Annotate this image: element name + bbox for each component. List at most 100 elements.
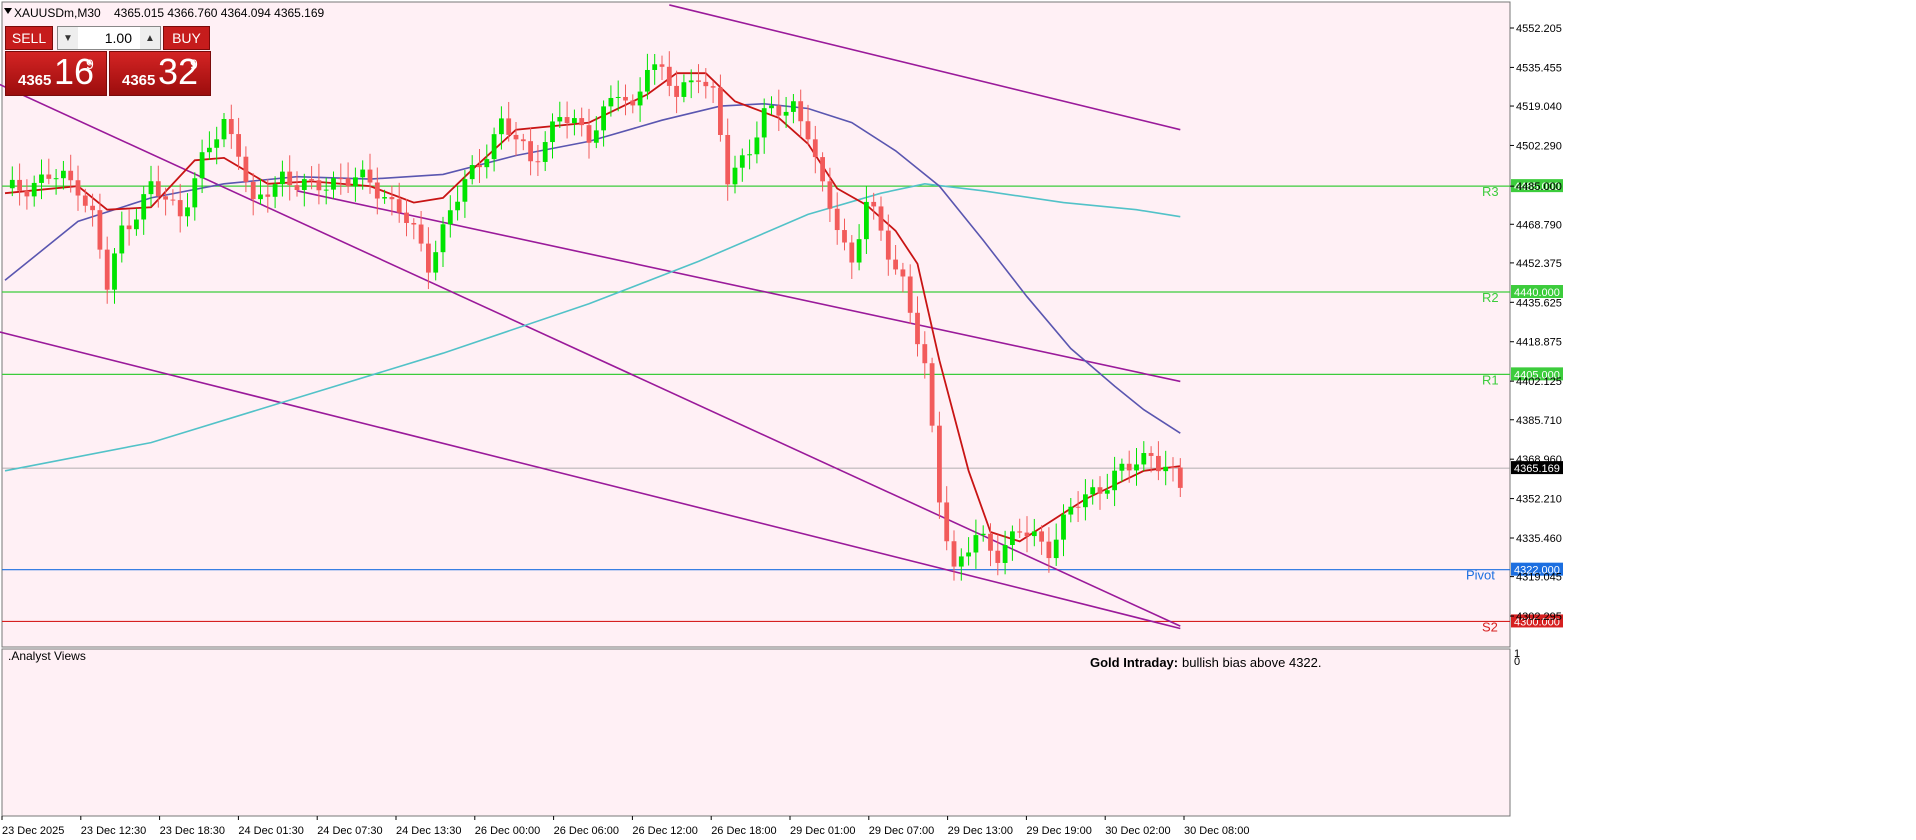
- candle-body: [17, 179, 22, 191]
- candle-body: [75, 180, 81, 196]
- candle-body: [265, 194, 271, 197]
- candle-body: [163, 196, 168, 200]
- bear-candle: [294, 171, 300, 197]
- bull-candle: [783, 96, 789, 128]
- quantity-input[interactable]: [80, 27, 132, 49]
- x-tick-label: 23 Dec 2025: [2, 825, 64, 837]
- y-tick-label: 4319.045: [1516, 572, 1562, 584]
- level-price-s2: 4300.000: [1514, 616, 1560, 628]
- bear-candle: [842, 218, 847, 251]
- level-name-r2: R2: [1482, 290, 1499, 305]
- channel-line-2: [0, 331, 1181, 630]
- buy-price-box[interactable]: 4365 32 9: [109, 51, 211, 96]
- y-tick-label: 4502.290: [1516, 140, 1562, 152]
- sell-price-small: 4365: [18, 72, 52, 89]
- level-price-r1: 4405.000: [1514, 369, 1560, 381]
- candle-body: [922, 344, 928, 364]
- y-tick-label: 4352.210: [1516, 494, 1562, 506]
- candle-body: [462, 179, 468, 202]
- candle-body: [1068, 506, 1074, 515]
- bear-candle: [1156, 441, 1161, 481]
- bear-candle: [418, 210, 424, 252]
- candle-body: [907, 276, 913, 313]
- x-tick-label: 30 Dec 08:00: [1184, 825, 1249, 837]
- level-price-tag: [1511, 179, 1563, 193]
- candle-body: [323, 189, 329, 191]
- candle-body: [1104, 490, 1110, 494]
- candle-body: [499, 118, 504, 135]
- candle-body: [309, 179, 314, 181]
- candle-body: [440, 224, 446, 253]
- candle-body: [893, 259, 898, 270]
- candle-body: [1170, 466, 1176, 468]
- candle-body: [820, 157, 825, 182]
- candle-body: [1112, 470, 1117, 491]
- indicator-text: bullish bias above 4322.: [1182, 655, 1322, 670]
- candle-body: [214, 139, 220, 148]
- candle-body: [630, 100, 636, 106]
- bear-candle: [426, 227, 431, 290]
- bear-candle: [338, 163, 344, 195]
- candle-body: [484, 159, 490, 168]
- buy-button[interactable]: BUY: [163, 26, 210, 50]
- y-tick-label: 4335.460: [1516, 533, 1562, 545]
- bear-candle: [228, 104, 234, 149]
- channel-line-3: [669, 4, 1181, 131]
- candle-body: [418, 224, 424, 244]
- candle-body: [404, 212, 409, 223]
- candle-body: [1075, 506, 1081, 508]
- bear-candle: [659, 55, 665, 81]
- candle-body: [455, 201, 460, 211]
- sell-button[interactable]: SELL: [5, 26, 53, 50]
- candle-body: [791, 101, 796, 112]
- candle-body: [367, 169, 373, 183]
- candle-body: [411, 222, 417, 225]
- bull-candle: [382, 189, 387, 204]
- candle-body: [805, 121, 811, 140]
- candle-body: [155, 181, 161, 197]
- symbol-dropdown-icon[interactable]: [4, 8, 12, 14]
- bear-candle: [396, 182, 402, 223]
- candle-body: [243, 156, 249, 182]
- candle-body: [579, 118, 585, 126]
- bull-candle: [608, 85, 614, 117]
- candle-body: [915, 312, 920, 345]
- quantity-decrease-button[interactable]: ▼: [58, 27, 78, 49]
- candle-body: [944, 502, 950, 542]
- bear-candle: [1039, 525, 1044, 555]
- candle-body: [228, 118, 234, 135]
- candle-body: [207, 147, 212, 153]
- candle-body: [550, 121, 555, 143]
- bull-candle: [39, 159, 44, 200]
- quantity-stepper[interactable]: ▼ ▲: [57, 26, 161, 50]
- candle-body: [929, 363, 935, 426]
- sell-price-box[interactable]: 4365 16 9: [5, 51, 107, 96]
- candle-body: [659, 64, 665, 67]
- channel-lines: [0, 4, 1181, 630]
- candle-body: [119, 225, 125, 254]
- bull-candle: [615, 80, 621, 112]
- bull-candle: [301, 173, 307, 207]
- x-tick-label: 23 Dec 18:30: [160, 825, 225, 837]
- pivot-levels: R3 4485.000 R2 4440.000 R1 4405.000 Pivot 4322.…: [2, 179, 1563, 634]
- bear-candle: [250, 173, 256, 216]
- bear-candle: [126, 209, 132, 246]
- main-plot-area[interactable]: [1, 1, 1511, 648]
- candle-body: [477, 165, 482, 168]
- bear-candle: [834, 192, 840, 245]
- candle-body: [652, 64, 658, 70]
- y-tick-label: 4368.960: [1516, 454, 1562, 466]
- level-price-r2: 4440.000: [1514, 287, 1560, 299]
- y-tick-label: 4302.295: [1516, 611, 1562, 623]
- bear-candle: [893, 245, 898, 275]
- channel-line-1: [0, 83, 1181, 627]
- indicator-label: .Analyst Views: [8, 649, 86, 663]
- bull-candle: [1068, 497, 1074, 523]
- bear-candle: [995, 534, 1001, 576]
- bear-candle: [513, 121, 519, 156]
- candle-body: [732, 167, 738, 185]
- quantity-increase-button[interactable]: ▲: [140, 27, 160, 49]
- candle-body: [593, 130, 599, 143]
